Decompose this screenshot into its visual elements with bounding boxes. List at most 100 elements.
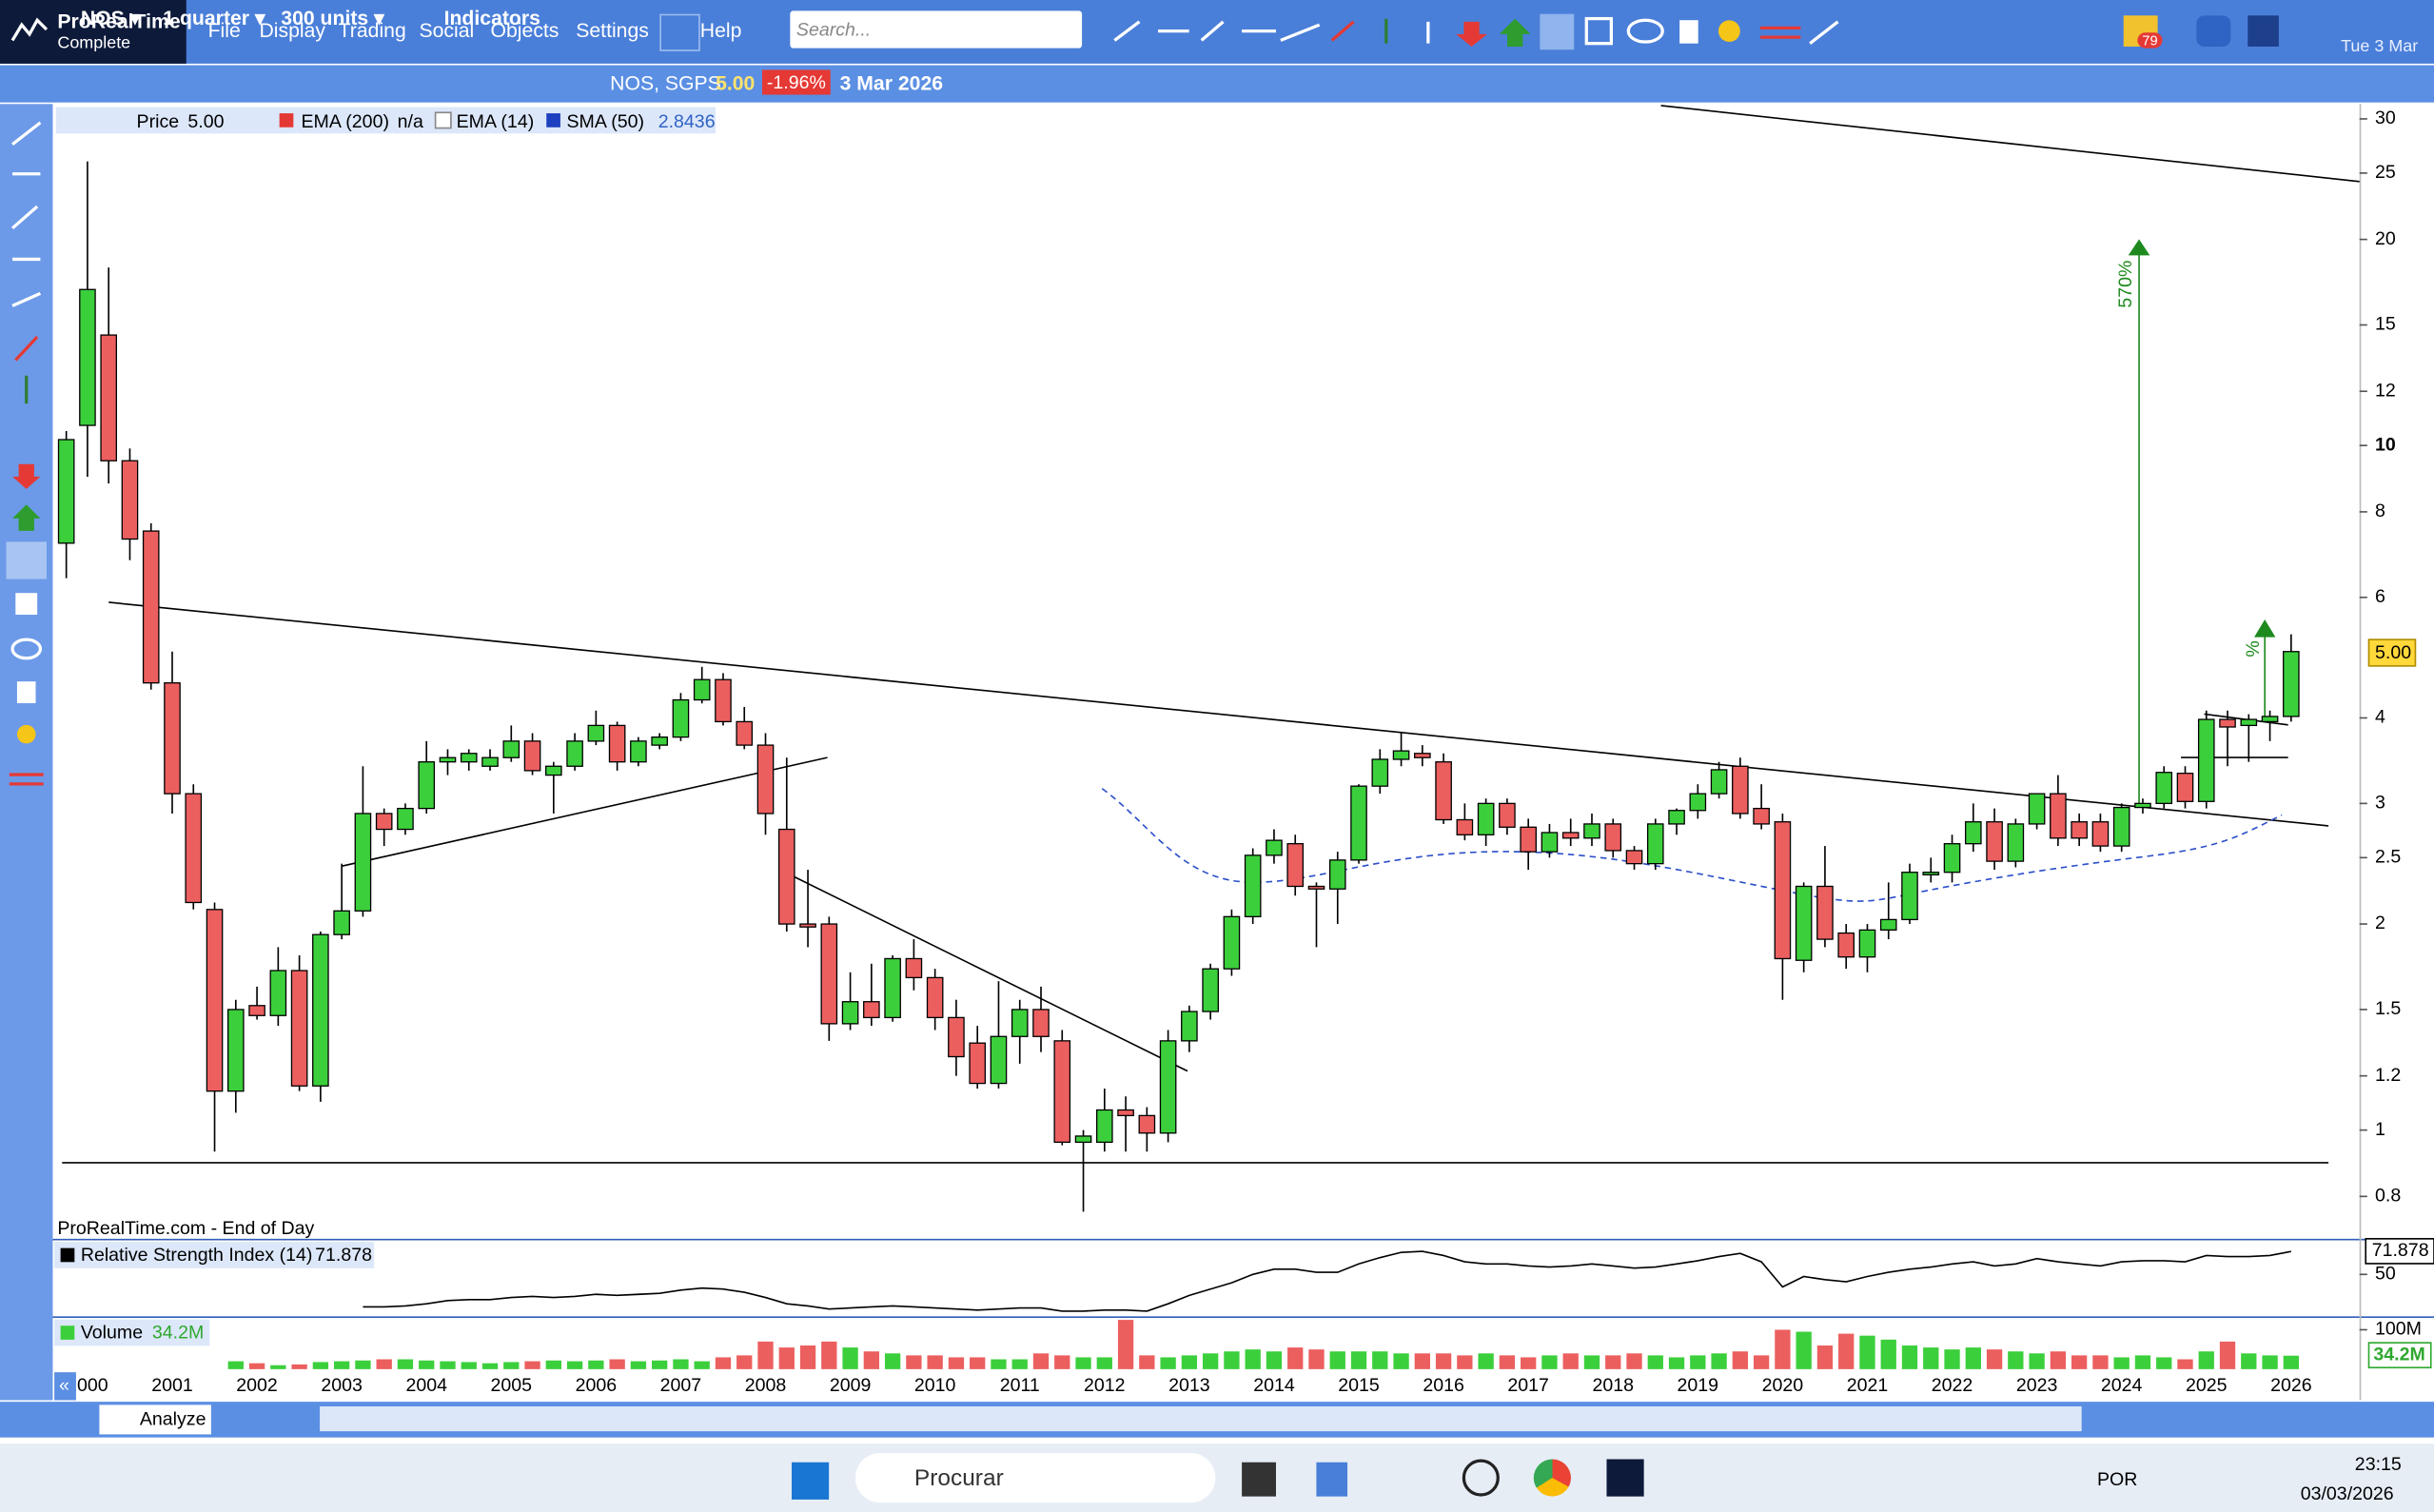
rsi-swatch xyxy=(60,1247,75,1263)
candle-body xyxy=(206,909,224,1092)
candle-body xyxy=(2007,823,2025,862)
app-icon[interactable] xyxy=(1316,1462,1348,1497)
y-tick-label: 0.8 xyxy=(2375,1186,2401,1207)
price-legend: Price 5.00 EMA (200) n/a EMA (14) SMA (5… xyxy=(55,107,716,134)
candle-body xyxy=(1625,850,1643,865)
volume-bar xyxy=(2262,1355,2278,1369)
volume-bar xyxy=(1901,1345,1918,1369)
volume-bar xyxy=(630,1361,647,1369)
screen-icon[interactable] xyxy=(2248,15,2279,47)
x-tick-label: 2013 xyxy=(1168,1375,1210,1396)
volume-bar xyxy=(1986,1349,2003,1369)
volume-bar xyxy=(2113,1357,2130,1369)
menu-item[interactable]: Display xyxy=(259,18,325,43)
scroll-left-icon: « xyxy=(59,1375,69,1396)
logo-icon xyxy=(10,17,49,42)
rsi-box xyxy=(2365,1238,2434,1265)
menu-item[interactable]: Social xyxy=(419,18,475,43)
volume-bar xyxy=(1690,1355,1706,1369)
scrollbar[interactable] xyxy=(320,1406,2082,1432)
candle-body xyxy=(1202,968,1219,1012)
symbol-select[interactable]: NOS ▾ xyxy=(80,6,141,29)
app-icon[interactable] xyxy=(1242,1462,1276,1497)
volume-bar xyxy=(2219,1341,2236,1369)
candle-body xyxy=(1583,823,1600,839)
candle-body xyxy=(164,682,181,795)
candle-body xyxy=(1561,832,1580,839)
instrument-bar xyxy=(0,65,2434,103)
app-edition: Complete xyxy=(57,33,131,53)
menu-item[interactable]: Help xyxy=(699,18,742,43)
x-tick-label: 2010 xyxy=(914,1375,956,1396)
indicators: Indicators xyxy=(443,6,540,29)
volume-bar xyxy=(419,1360,435,1369)
candle-body xyxy=(2050,793,2067,839)
rsi-value: 71.878 xyxy=(315,1245,372,1266)
taskbar: Procurar POR 23:15 03/03/2026 xyxy=(0,1443,2434,1512)
candle-body xyxy=(1689,793,1707,812)
legend-value: n/a xyxy=(397,109,423,132)
candle-body xyxy=(1604,823,1622,852)
candle-body xyxy=(884,957,901,1019)
y-tick-label: 1 xyxy=(2375,1119,2385,1140)
candle-body xyxy=(672,698,690,738)
volume-bar xyxy=(884,1353,901,1369)
candle-body xyxy=(990,1035,1008,1085)
taskbar-search[interactable]: Procurar xyxy=(854,1452,1216,1503)
candle-body xyxy=(418,761,436,810)
analyze-button[interactable]: Analyze xyxy=(99,1404,211,1435)
sync-icon[interactable] xyxy=(2196,15,2231,47)
candle-body xyxy=(290,970,308,1087)
candle-body xyxy=(1053,1040,1071,1144)
volume-bar xyxy=(694,1361,710,1369)
app-icon[interactable] xyxy=(1462,1459,1500,1497)
language: POR xyxy=(2096,1468,2138,1491)
menu-item[interactable]: File xyxy=(207,18,241,43)
app-icon[interactable] xyxy=(1533,1459,1571,1497)
candle-body xyxy=(1266,839,1283,856)
source: ProRealTime.com - End of Day xyxy=(57,1218,314,1239)
candle-body xyxy=(969,1042,987,1085)
search-box[interactable]: Search... xyxy=(790,10,1083,49)
instrument-name: NOS, SGPS xyxy=(610,71,721,95)
y-tick-label: 30 xyxy=(2375,108,2396,128)
volume-bar xyxy=(1287,1347,1304,1369)
volume-bar xyxy=(799,1345,816,1369)
indicators-button[interactable]: Indicators xyxy=(444,5,553,32)
app-icon[interactable] xyxy=(1606,1459,1644,1497)
x-tick-label: 2022 xyxy=(1932,1375,1973,1396)
volume-bar xyxy=(588,1360,604,1369)
period-select[interactable]: 1 quarter ▾ xyxy=(163,6,265,29)
projection-arrows xyxy=(2128,239,2276,808)
start-button[interactable] xyxy=(792,1462,830,1500)
candle-body xyxy=(226,1009,245,1092)
volume-bar xyxy=(1521,1357,1537,1369)
volume-bar xyxy=(1775,1329,1791,1369)
volume-bar xyxy=(1350,1351,1367,1369)
top-date: Tue 3 Mar xyxy=(2341,37,2419,56)
volume-bar xyxy=(1160,1357,1176,1369)
volume-bar xyxy=(842,1347,858,1369)
volume-bar xyxy=(970,1357,986,1369)
candle-body xyxy=(608,724,626,763)
volume-bar xyxy=(270,1365,286,1369)
menu-item[interactable]: Trading xyxy=(338,18,406,43)
volume-bar xyxy=(2092,1355,2109,1369)
logo[interactable]: ProRealTime Complete xyxy=(0,0,186,64)
symbol: NOS xyxy=(80,6,125,29)
legend-label: EMA (200) xyxy=(301,109,389,132)
menu-item[interactable]: Settings xyxy=(576,18,649,43)
x-tick-label: 2006 xyxy=(576,1375,618,1396)
menu-item[interactable]: Objects xyxy=(490,18,559,43)
y-tick-label: 2 xyxy=(2375,913,2385,933)
candle-body xyxy=(1710,769,1728,795)
legend-swatch xyxy=(546,113,560,128)
x-tick-label: 2018 xyxy=(1592,1375,1634,1396)
app-name: ProRealTime xyxy=(57,9,181,33)
volume-value: 34.2M xyxy=(152,1323,204,1344)
candle-body xyxy=(841,1001,859,1025)
units-select[interactable]: 300 units ▾ xyxy=(281,6,384,29)
scroll-left-button[interactable] xyxy=(54,1372,76,1401)
legend-label: Price xyxy=(136,109,180,132)
